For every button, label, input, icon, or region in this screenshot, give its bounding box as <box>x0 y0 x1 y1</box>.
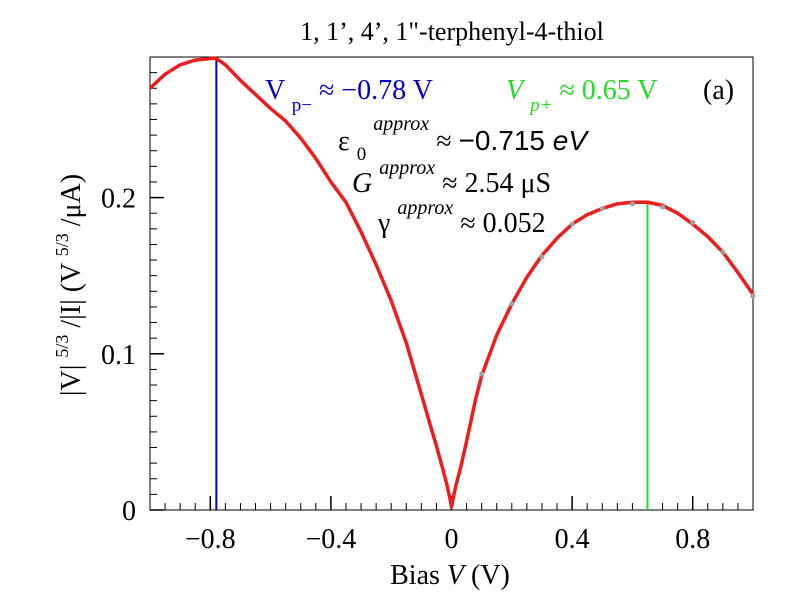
epsilon-approx: ≈ <box>436 126 458 157</box>
x-axis-label: Bias V (V) <box>390 560 510 591</box>
epsilon-subscript: 0 <box>357 144 367 165</box>
y-tick-label: 0.2 <box>101 184 136 215</box>
vp-plus-subscript: p+ <box>528 95 552 116</box>
plot-frame <box>149 56 754 511</box>
axis-tick-labels: −0.8 −0.4 0 0.4 0.8 0 0.1 0.2 <box>101 184 710 555</box>
y-axis-label-a: |V| <box>56 365 87 396</box>
g-superscript: approx <box>379 157 435 179</box>
x-axis-label-unit: (V) <box>471 560 510 591</box>
y-axis-label-exp2: 5/3 <box>52 233 72 256</box>
data-series-points <box>479 201 756 377</box>
y-tick-label: 0.1 <box>101 340 136 371</box>
data-point <box>690 220 696 226</box>
fit-series-line <box>148 56 755 509</box>
x-tick-label: −0.8 <box>185 524 236 555</box>
gamma-value: ≈ 0.052 <box>460 208 545 239</box>
vp-minus-value: ≈ −0.78 V <box>319 75 433 106</box>
x-tick-label: −0.4 <box>306 524 357 555</box>
panel-label: (a) <box>703 75 734 106</box>
vp-plus-annotation: V p+ ≈ 0.65 V <box>506 75 658 118</box>
g-value: ≈ 2.54 μS <box>442 168 551 199</box>
x-tick-label: 0 <box>445 524 459 555</box>
vp-minus-subscript: p− <box>292 95 312 116</box>
x-axis-label-prefix: Bias <box>390 560 447 591</box>
x-tick-label: 0.4 <box>555 524 590 555</box>
g-annotation: G approx ≈ 2.54 μS <box>352 150 551 199</box>
x-tick-label: 0.8 <box>675 524 710 555</box>
data-point <box>660 204 666 210</box>
data-point <box>569 221 575 227</box>
data-point <box>750 293 756 299</box>
data-point <box>539 254 545 260</box>
y-axis-label-c: /μA) <box>56 174 87 226</box>
vp-minus-symbol: V <box>265 75 285 106</box>
data-point <box>509 301 515 307</box>
data-point <box>720 249 726 255</box>
chart-title: 1, 1’, 4’, 1"-terphenyl-4-thiol <box>300 17 604 46</box>
epsilon-superscript: approx <box>373 113 429 135</box>
gamma-superscript: approx <box>397 197 453 219</box>
epsilon-unit: eV <box>553 125 590 156</box>
epsilon-symbol: ε <box>338 126 350 157</box>
data-point <box>479 371 485 377</box>
epsilon-annotation: ε 0 approx ≈ −0.715 eV <box>338 106 589 167</box>
epsilon-value: −0.715 <box>459 125 553 156</box>
axis-ticks <box>149 56 754 511</box>
y-axis-label: |V| 5/3 /|I| (V 5/3 /μA) <box>44 174 87 396</box>
y-axis-label-exp1: 5/3 <box>52 335 72 358</box>
data-point <box>599 206 605 212</box>
vp-plus-symbol: V <box>506 75 526 106</box>
x-axis-label-var: V <box>447 560 467 591</box>
gamma-symbol: γ <box>377 208 390 239</box>
gamma-annotation: γ approx ≈ 0.052 <box>377 190 546 239</box>
vp-minus-annotation: V p− ≈ −0.78 V <box>265 75 433 118</box>
data-point <box>629 201 635 207</box>
y-tick-label: 0 <box>122 496 136 527</box>
vp-plus-value: ≈ 0.65 V <box>559 75 657 106</box>
g-symbol: G <box>352 168 372 199</box>
y-axis-label-b: /|I| (V <box>56 263 87 328</box>
